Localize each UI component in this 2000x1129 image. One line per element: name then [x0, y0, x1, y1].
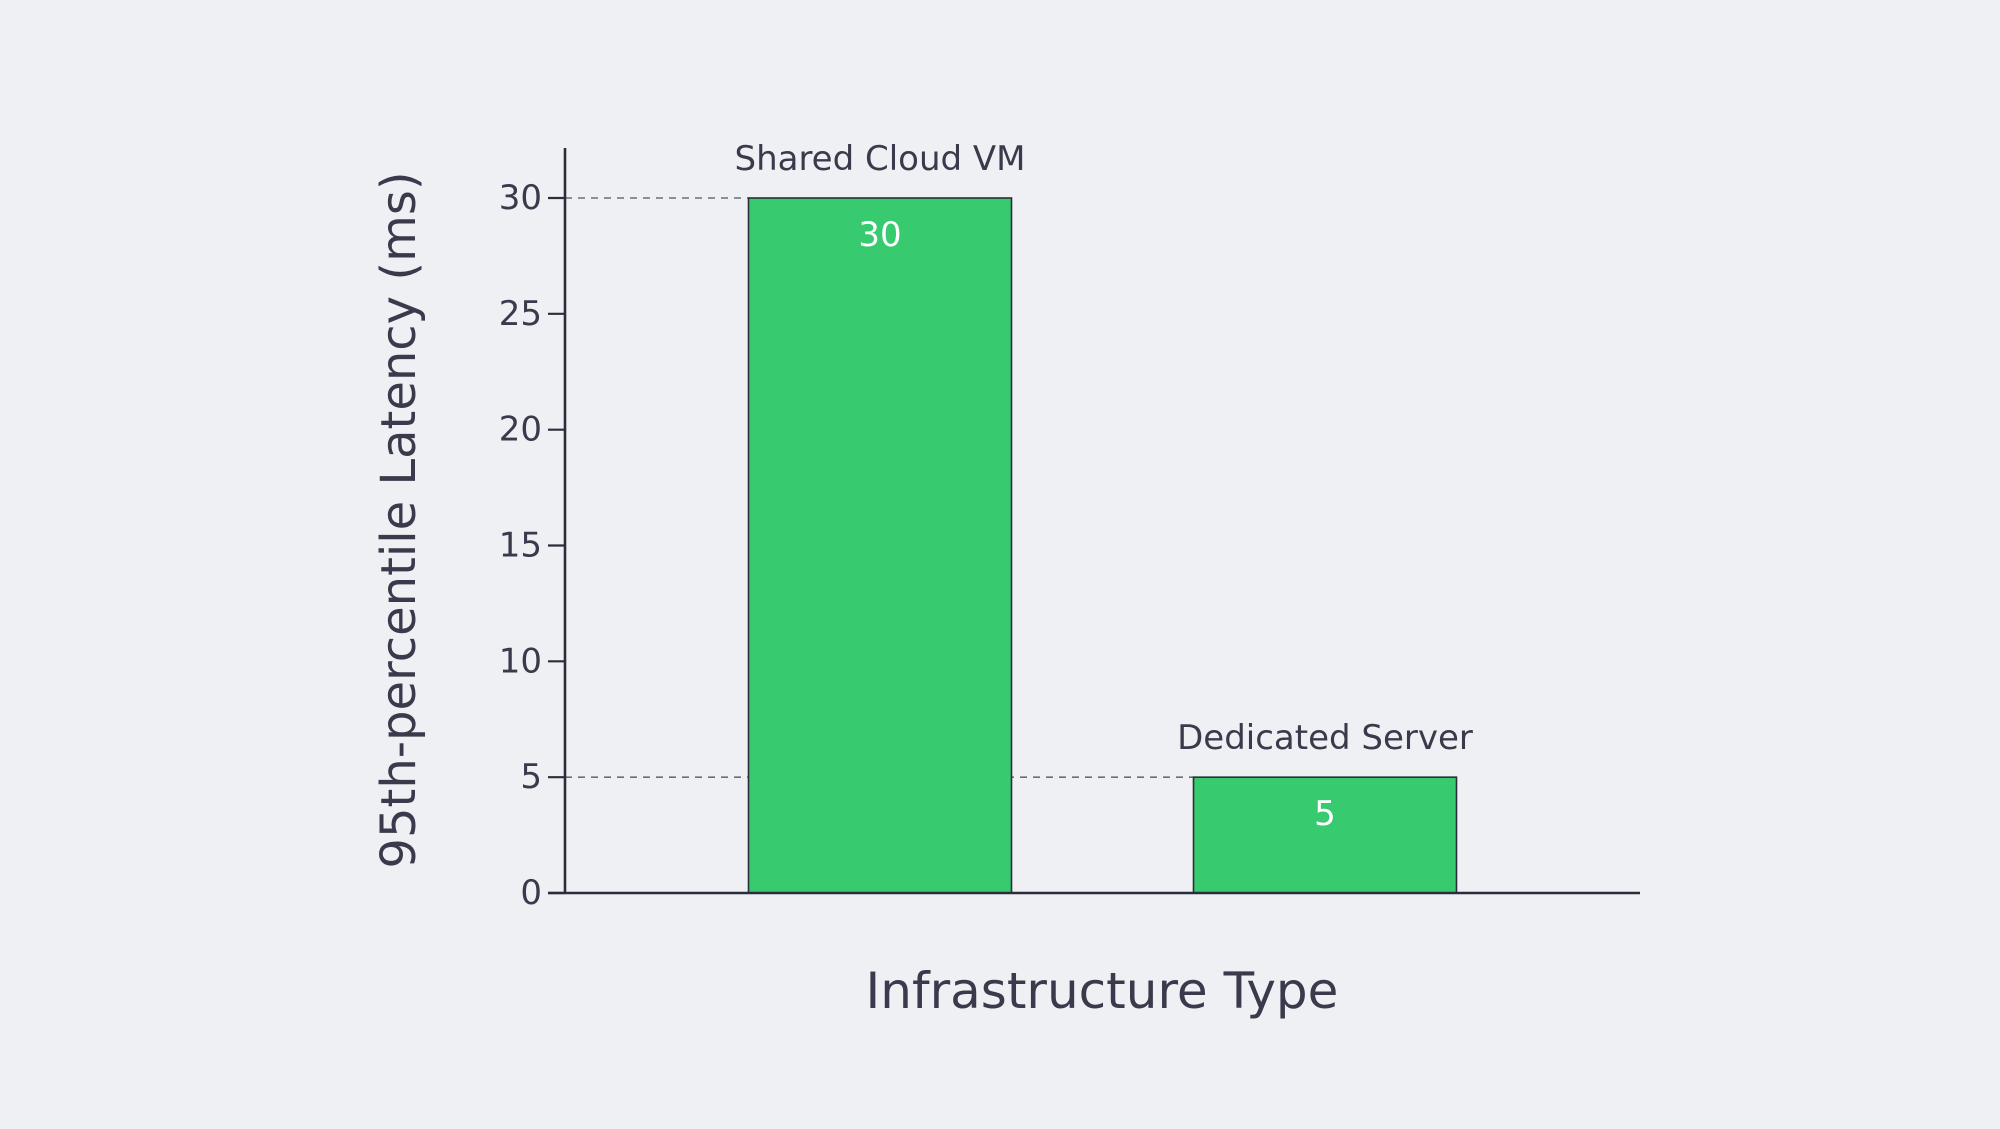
- y-tick-label: 25: [499, 294, 542, 334]
- y-tick-label: 20: [499, 410, 542, 450]
- bar: [1192, 776, 1458, 894]
- bar: [747, 197, 1013, 894]
- y-tick-label: 30: [499, 178, 542, 218]
- category-label: Dedicated Server: [1177, 718, 1473, 758]
- value-label: 5: [1314, 794, 1336, 834]
- y-tick-label: 5: [520, 757, 542, 797]
- y-axis-title: 95th-percentile Latency (ms): [371, 171, 427, 868]
- bars: [747, 197, 1458, 894]
- category-label: Shared Cloud VM: [734, 139, 1025, 179]
- y-tick-label: 15: [499, 526, 542, 566]
- bar-labels: Shared Cloud VM 30 Dedicated Server 5: [734, 139, 1472, 834]
- x-axis-title: Infrastructure Type: [866, 962, 1339, 1020]
- axes: [548, 148, 1640, 895]
- y-ticks: 0 5 10 15 20 25 30: [499, 178, 565, 913]
- value-label: 30: [858, 215, 901, 255]
- y-tick-label: 10: [499, 641, 542, 681]
- y-tick-label: 0: [520, 873, 542, 913]
